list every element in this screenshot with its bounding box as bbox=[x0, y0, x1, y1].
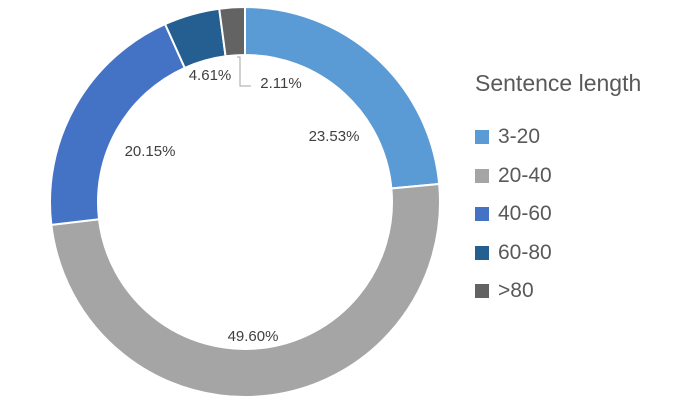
legend-item-2: 20-40 bbox=[475, 157, 641, 196]
legend-swatch-2 bbox=[475, 168, 489, 183]
legend-label-3: 40-60 bbox=[498, 202, 552, 226]
data-label-4: 4.61% bbox=[189, 67, 232, 84]
legend-label-5: >80 bbox=[498, 279, 534, 303]
legend-label-4: 60-80 bbox=[498, 240, 552, 264]
data-label-5: 2.11% bbox=[260, 75, 301, 92]
legend-label-1: 3-20 bbox=[498, 125, 541, 149]
leader-line bbox=[237, 56, 251, 87]
donut-slice-5 bbox=[218, 5, 246, 58]
legend-items: 3-20 20-40 40-60 60-80 >80 bbox=[475, 118, 641, 311]
donut-slice-3 bbox=[49, 22, 187, 226]
legend-title: Sentence length bbox=[475, 70, 642, 96]
legend-label-2: 20-40 bbox=[498, 163, 552, 187]
legend: Sentence length 3-20 20-40 40-60 60-80 >80 bbox=[475, 70, 641, 311]
legend-swatch-3 bbox=[475, 207, 489, 222]
legend-item-1: 3-20 bbox=[475, 118, 641, 157]
legend-item-4: 60-80 bbox=[475, 234, 641, 273]
donut-slice-2 bbox=[50, 182, 441, 398]
legend-item-3: 40-60 bbox=[475, 195, 641, 234]
data-label-3: 20.15% bbox=[125, 143, 176, 160]
data-label-1: 23.53% bbox=[309, 128, 360, 145]
legend-swatch-1 bbox=[475, 130, 489, 145]
legend-swatch-4 bbox=[475, 245, 489, 260]
legend-swatch-5 bbox=[475, 284, 489, 299]
data-label-2: 49.60% bbox=[228, 328, 279, 345]
legend-item-5: >80 bbox=[475, 272, 641, 311]
donut-slice-1 bbox=[244, 5, 441, 190]
